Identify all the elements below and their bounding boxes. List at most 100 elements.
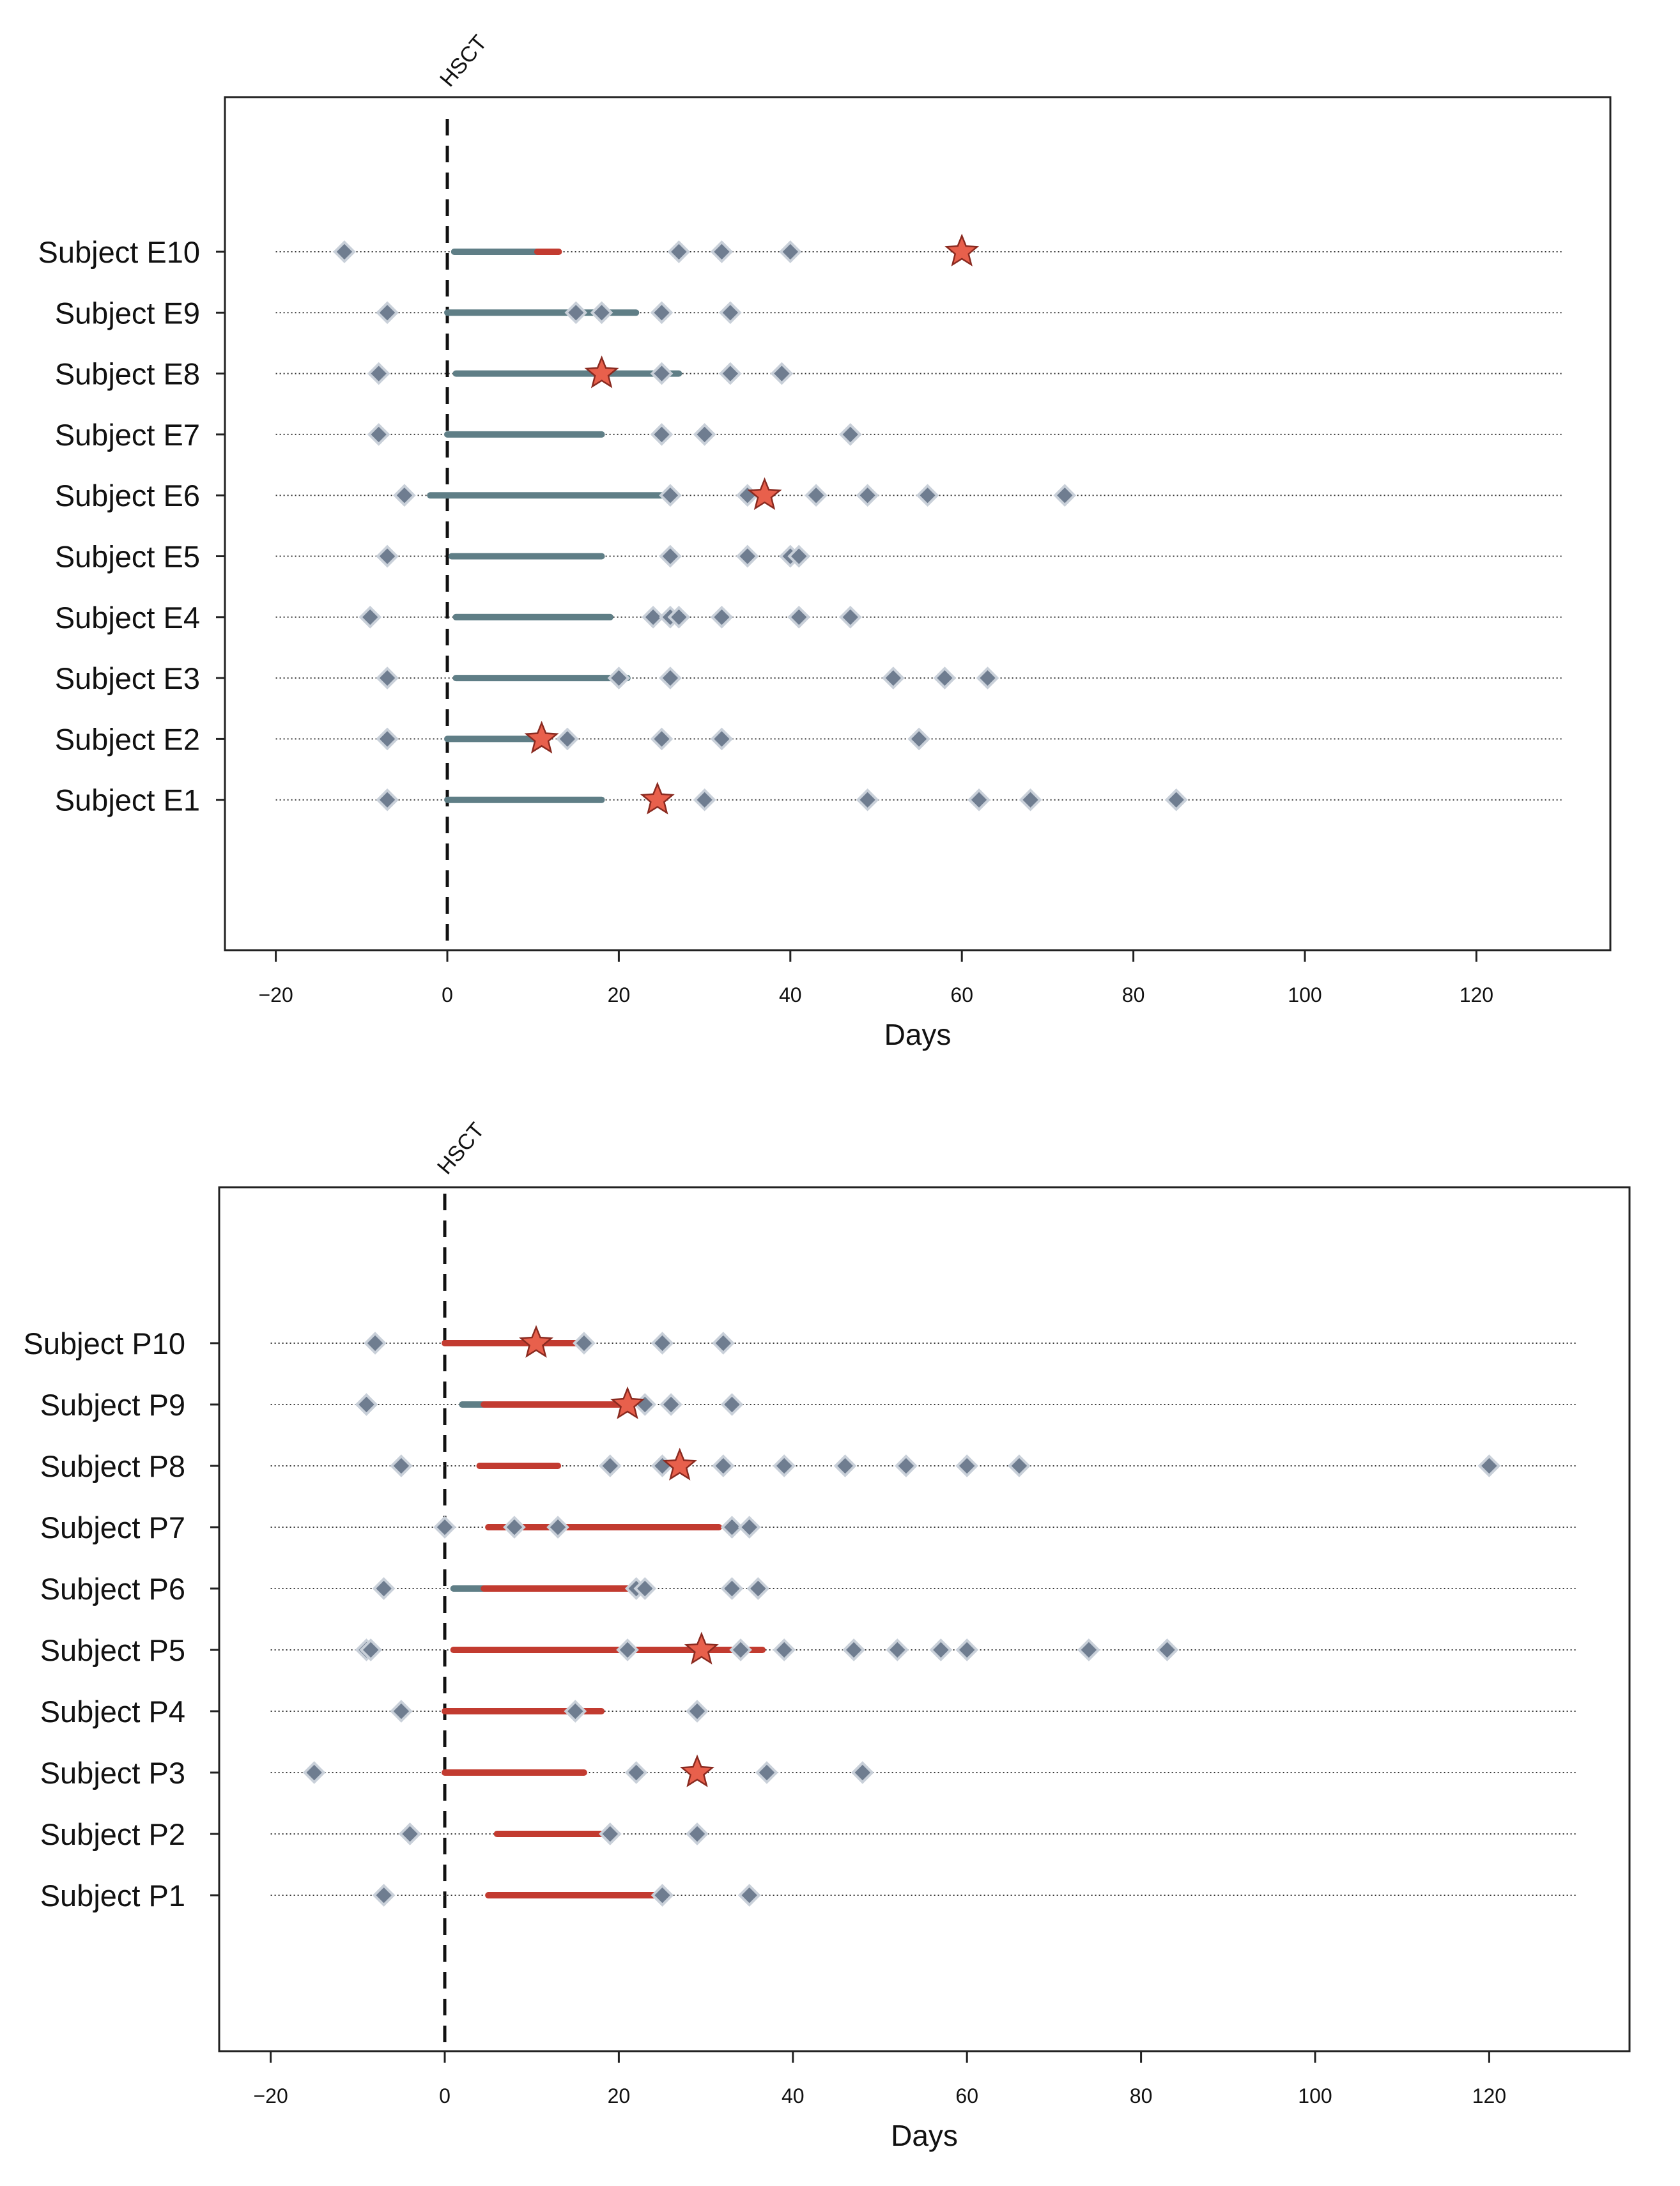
subject-row: Subject E2	[55, 721, 1562, 756]
sample-diamond	[376, 727, 399, 751]
sample-diamond	[433, 1516, 456, 1539]
sample-diamond	[633, 1393, 657, 1416]
subject-row: Subject P9	[40, 1386, 1576, 1422]
sample-diamond	[333, 240, 356, 263]
subject-label: Subject P3	[40, 1756, 185, 1790]
sample-diamond	[598, 1822, 622, 1845]
sample-diamond	[1077, 1638, 1100, 1661]
subject-label: Subject P7	[40, 1511, 185, 1544]
sample-diamond	[390, 1700, 413, 1723]
subject-label: Subject E4	[55, 601, 200, 635]
sample-diamond	[842, 1638, 865, 1661]
x-tick-label: 0	[439, 2084, 451, 2107]
sample-diamond	[650, 423, 674, 446]
sample-diamond	[1008, 1454, 1031, 1477]
sample-diamond	[651, 1884, 674, 1907]
sample-diamond	[710, 727, 734, 751]
subject-label: Subject P5	[40, 1633, 185, 1667]
sample-diamond	[907, 727, 930, 751]
sample-diamond	[376, 301, 399, 325]
subject-row: Subject P4	[40, 1695, 1576, 1728]
subject-row: Subject P5	[40, 1631, 1576, 1667]
x-tick-label: 0	[442, 983, 453, 1006]
sample-diamond	[773, 1638, 796, 1661]
subject-row: Subject P3	[40, 1754, 1576, 1790]
sample-diamond	[778, 240, 802, 263]
sample-diamond	[710, 605, 734, 629]
x-tick-label: −20	[253, 2084, 288, 2107]
sample-diamond	[851, 1761, 874, 1784]
sample-diamond	[667, 240, 691, 263]
event-star	[680, 1754, 715, 1787]
x-tick-label: −20	[258, 983, 293, 1006]
subject-row: Subject E3	[55, 661, 1562, 695]
sample-diamond	[886, 1638, 909, 1661]
subject-row: Subject E8	[55, 355, 1562, 391]
panel-bottom-patient-subjects: −20 0 20 40 60 80 100 120 Days HSCT Subject P10 Sub…	[24, 1118, 1631, 2152]
sample-diamond	[686, 1822, 709, 1845]
sample-diamond	[650, 727, 674, 751]
subject-label: Subject P2	[40, 1817, 185, 1851]
sample-diamond	[955, 1638, 979, 1661]
sample-diamond	[712, 1454, 735, 1477]
sample-diamond	[355, 1393, 378, 1416]
sample-diamond	[633, 1577, 657, 1600]
plot-frame	[218, 1186, 1631, 2052]
subject-label: Subject P4	[40, 1695, 185, 1728]
sample-diamond	[651, 1332, 674, 1355]
x-tick-label: 40	[782, 2084, 805, 2107]
sample-diamond	[390, 1454, 413, 1477]
sample-diamond	[1053, 484, 1077, 507]
event-star	[747, 477, 782, 511]
subject-label: Subject E10	[38, 235, 200, 269]
sample-diamond	[955, 1454, 979, 1477]
sample-diamond	[719, 301, 742, 325]
subject-label: Subject E2	[55, 722, 200, 756]
subject-row: Subject P1	[40, 1879, 1576, 1913]
event-star	[640, 781, 675, 815]
sample-diamond	[719, 362, 742, 385]
sample-diamond	[359, 1638, 383, 1661]
sample-diamond	[746, 1577, 770, 1600]
subject-row: Subject E9	[55, 296, 1562, 330]
hsct-label: HSCT	[435, 31, 492, 91]
sample-diamond	[1019, 788, 1042, 812]
sample-diamond	[598, 1454, 622, 1477]
sample-diamond	[651, 1454, 674, 1477]
sample-diamond	[720, 1393, 744, 1416]
x-axis-label: Days	[884, 1018, 952, 1051]
event-star	[524, 721, 559, 754]
sample-diamond	[364, 1332, 387, 1355]
x-tick-label: 120	[1460, 983, 1493, 1006]
sample-diamond	[659, 1393, 682, 1416]
subject-label: Subject P6	[40, 1572, 185, 1606]
sample-diamond	[976, 666, 999, 689]
subject-row: Subject E10	[38, 233, 1562, 269]
event-star	[519, 1325, 553, 1358]
sample-diamond	[737, 1516, 761, 1539]
subject-label: Subject E8	[55, 357, 200, 391]
subject-row: Subject P2	[40, 1817, 1576, 1851]
sample-diamond	[787, 544, 811, 568]
event-star	[944, 233, 980, 266]
sample-diamond	[372, 1884, 396, 1907]
x-tick-label: 120	[1472, 2084, 1506, 2107]
subject-row: Subject E7	[55, 418, 1562, 452]
sample-diamond	[659, 666, 682, 689]
sample-diamond	[607, 666, 631, 689]
subject-row: Subject P7	[40, 1511, 1576, 1544]
sample-diamond	[642, 605, 665, 629]
sample-diamond	[376, 544, 399, 568]
sample-diamond	[590, 301, 613, 325]
sample-diamond	[302, 1761, 326, 1784]
sample-diamond	[358, 605, 382, 629]
sample-diamond	[933, 666, 957, 689]
sample-diamond	[710, 240, 734, 263]
sample-diamond	[659, 544, 682, 568]
sample-diamond	[720, 1577, 744, 1600]
sample-diamond	[787, 605, 811, 629]
sample-diamond	[1155, 1638, 1179, 1661]
subject-label: Subject E9	[55, 296, 200, 330]
event-star	[584, 355, 619, 389]
